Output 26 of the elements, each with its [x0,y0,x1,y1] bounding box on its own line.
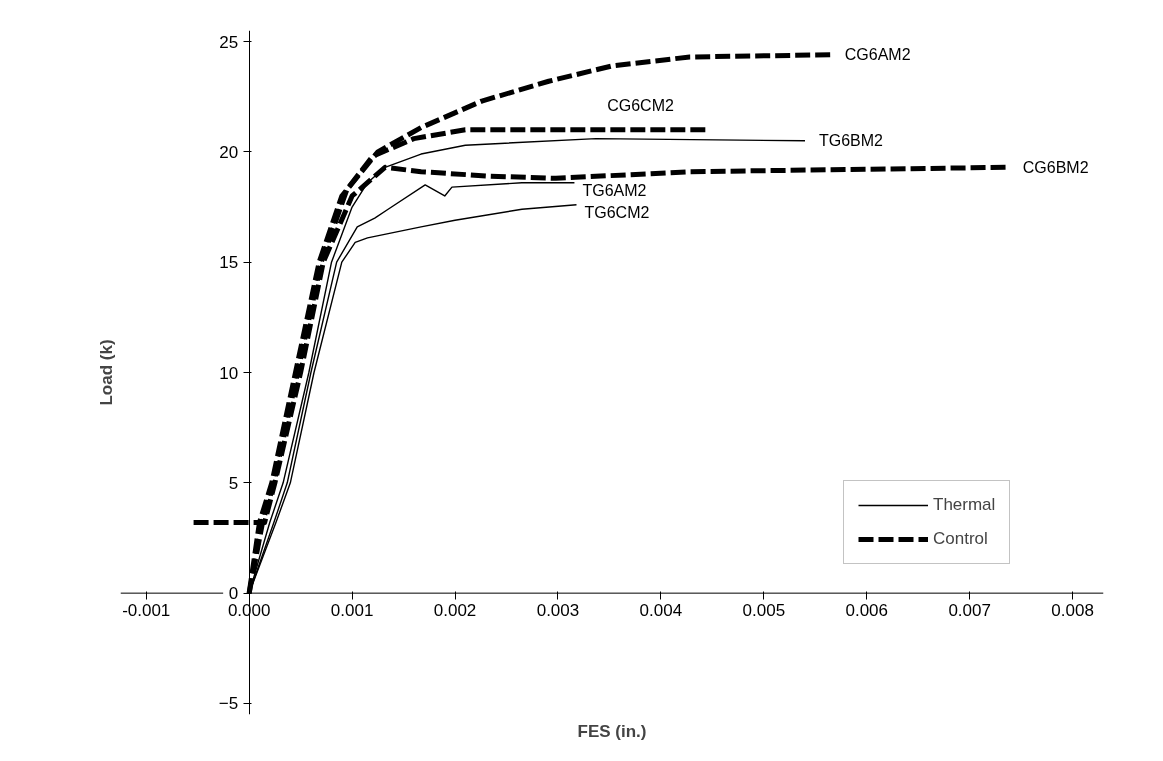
x-tick-label: 0.008 [1051,601,1094,621]
x-tick-label: 0.004 [639,601,683,621]
y-tick-label: 25 [219,32,239,52]
y-tick-label: 20 [219,142,239,162]
legend-label: Thermal [933,495,996,515]
y-tick-label: 0 [228,584,239,604]
x-tick-label: 0.007 [948,601,991,621]
x-axis-title: FES (in.) [577,721,647,741]
annotation: TG6AM2 [582,182,647,200]
x-tick-label: 0.001 [330,601,374,621]
x-tick-label: 0.006 [845,601,889,621]
x-tick-label: -0.001 [122,601,171,621]
x-tick-label: 0.003 [536,601,580,621]
annotation: CG6BM2 [1022,158,1089,176]
annotation: TG6CM2 [584,204,650,222]
annotation: TG6BM2 [819,132,884,150]
annotation: CG6CM2 [607,97,674,115]
x-tick-label: 0.005 [742,601,786,621]
y-tick-label: −5 [218,694,239,714]
y-tick-label: 10 [219,363,239,383]
y-axis-title: Load (k) [96,339,116,406]
y-tick-label: 15 [219,253,239,273]
x-tick-label: 0.002 [433,601,477,621]
y-tick-label: 5 [228,473,239,493]
legend-label: Control [933,529,988,549]
annotation: CG6AM2 [844,46,911,64]
